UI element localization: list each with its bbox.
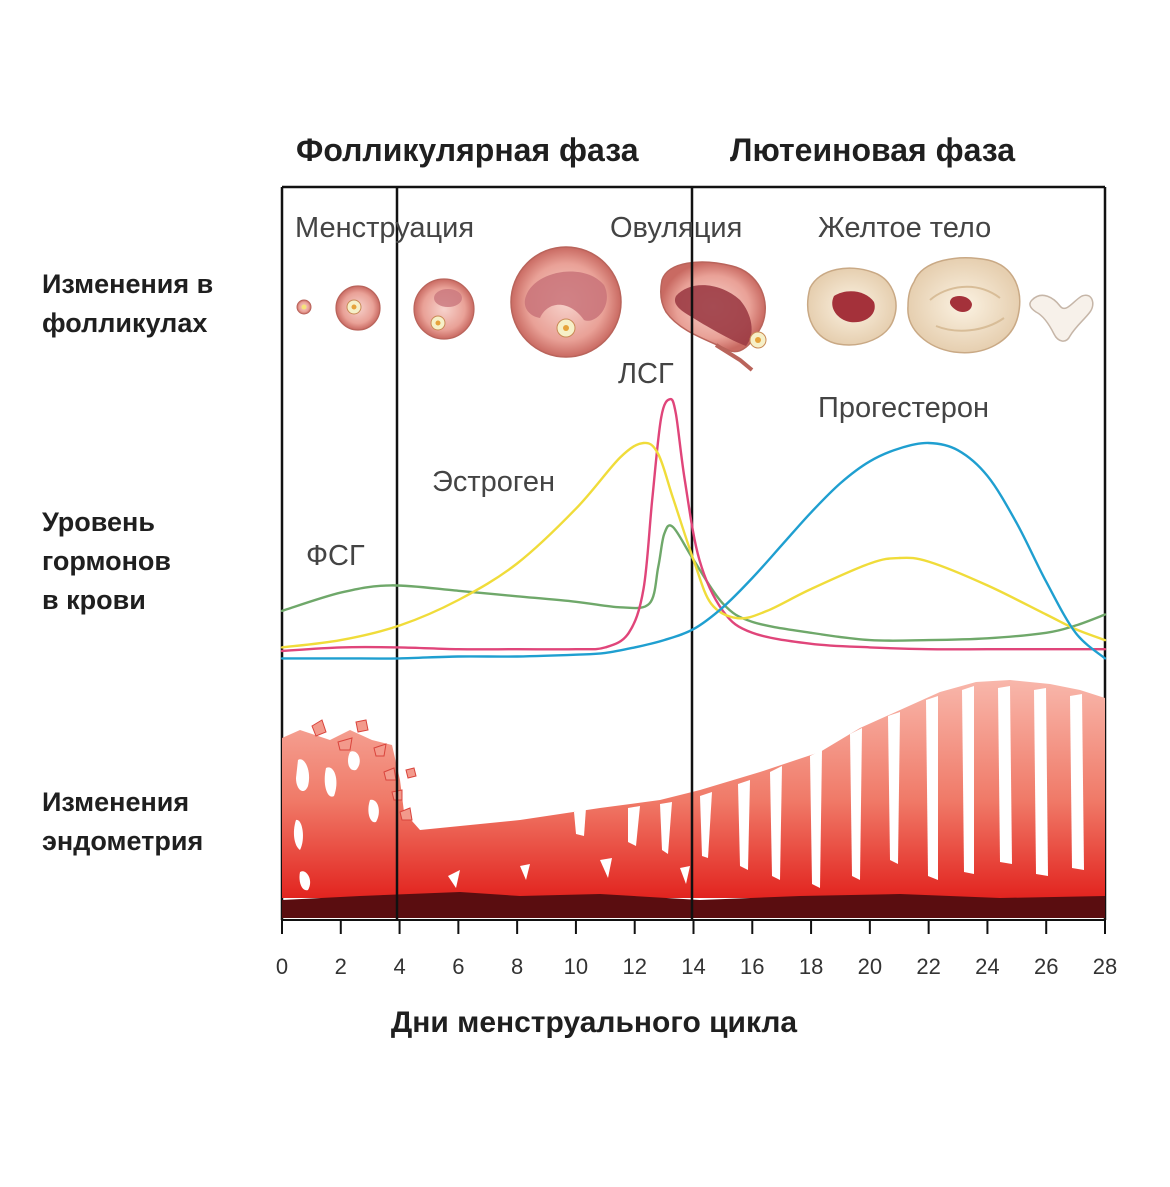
follicle-stage-1 [296,299,312,315]
x-tick-label-0: 0 [276,954,288,979]
follicular-phase-title: Фолликулярная фаза [296,132,639,168]
series-line-progesterone [280,441,1107,660]
x-tick-label-6: 6 [452,954,464,979]
x-tick-label-20: 20 [858,954,882,979]
x-axis-title: Дни менструального цикла [390,1006,798,1039]
hormone-level-label: Уровень гормонов в крови [42,507,172,615]
follicle-illustrations [296,246,1094,372]
corpus-luteum-label: Желтое тело [818,212,992,244]
ovulating-follicle [660,261,767,372]
follicle-stage-2 [335,285,381,331]
corpus-luteum-1 [807,267,897,346]
x-tick-label-12: 12 [622,954,646,979]
x-tick-label-26: 26 [1034,954,1058,979]
x-tick-label-8: 8 [511,954,523,979]
x-tick-label-4: 4 [393,954,405,979]
ovulation-label: Овуляция [610,212,743,244]
x-tick-label-24: 24 [975,954,999,979]
endometrium-illustration [282,680,1105,918]
series-label-progesterone: Прогестерон [818,392,990,424]
follicle-stage-4 [510,246,622,358]
x-tick-label-22: 22 [916,954,940,979]
x-axis: 0 2 4 6 8 10 12 14 16 18 20 22 24 26 28 [276,919,1117,979]
series-label-fsh: ФСГ [306,540,365,572]
follicle-changes-label: Изменения в фолликулах [42,269,214,338]
corpus-albicans [1029,294,1094,342]
endometrium-layer [282,680,1105,898]
x-tick-label-10: 10 [564,954,588,979]
endometrium-changes-label: Изменения эндометрия [42,787,204,856]
menstruation-label: Менструация [295,212,475,244]
series-line-estrogen [280,441,1107,649]
series-line-fsh [280,524,1107,642]
follicle-stage-3 [413,278,475,340]
series-label-lh: ЛСГ [618,358,674,390]
x-tick-label-28: 28 [1093,954,1117,979]
luteal-phase-title: Лютеиновая фаза [730,132,1016,168]
x-tick-label-14: 14 [681,954,705,979]
x-tick-label-16: 16 [740,954,764,979]
series-line-lh [280,397,1107,653]
x-tick-label-2: 2 [335,954,347,979]
hormone-curves [280,397,1107,660]
x-tick-label-18: 18 [799,954,823,979]
endometrium-base [282,892,1105,918]
corpus-luteum-2 [907,257,1021,354]
series-label-estrogen: Эстроген [432,466,555,498]
